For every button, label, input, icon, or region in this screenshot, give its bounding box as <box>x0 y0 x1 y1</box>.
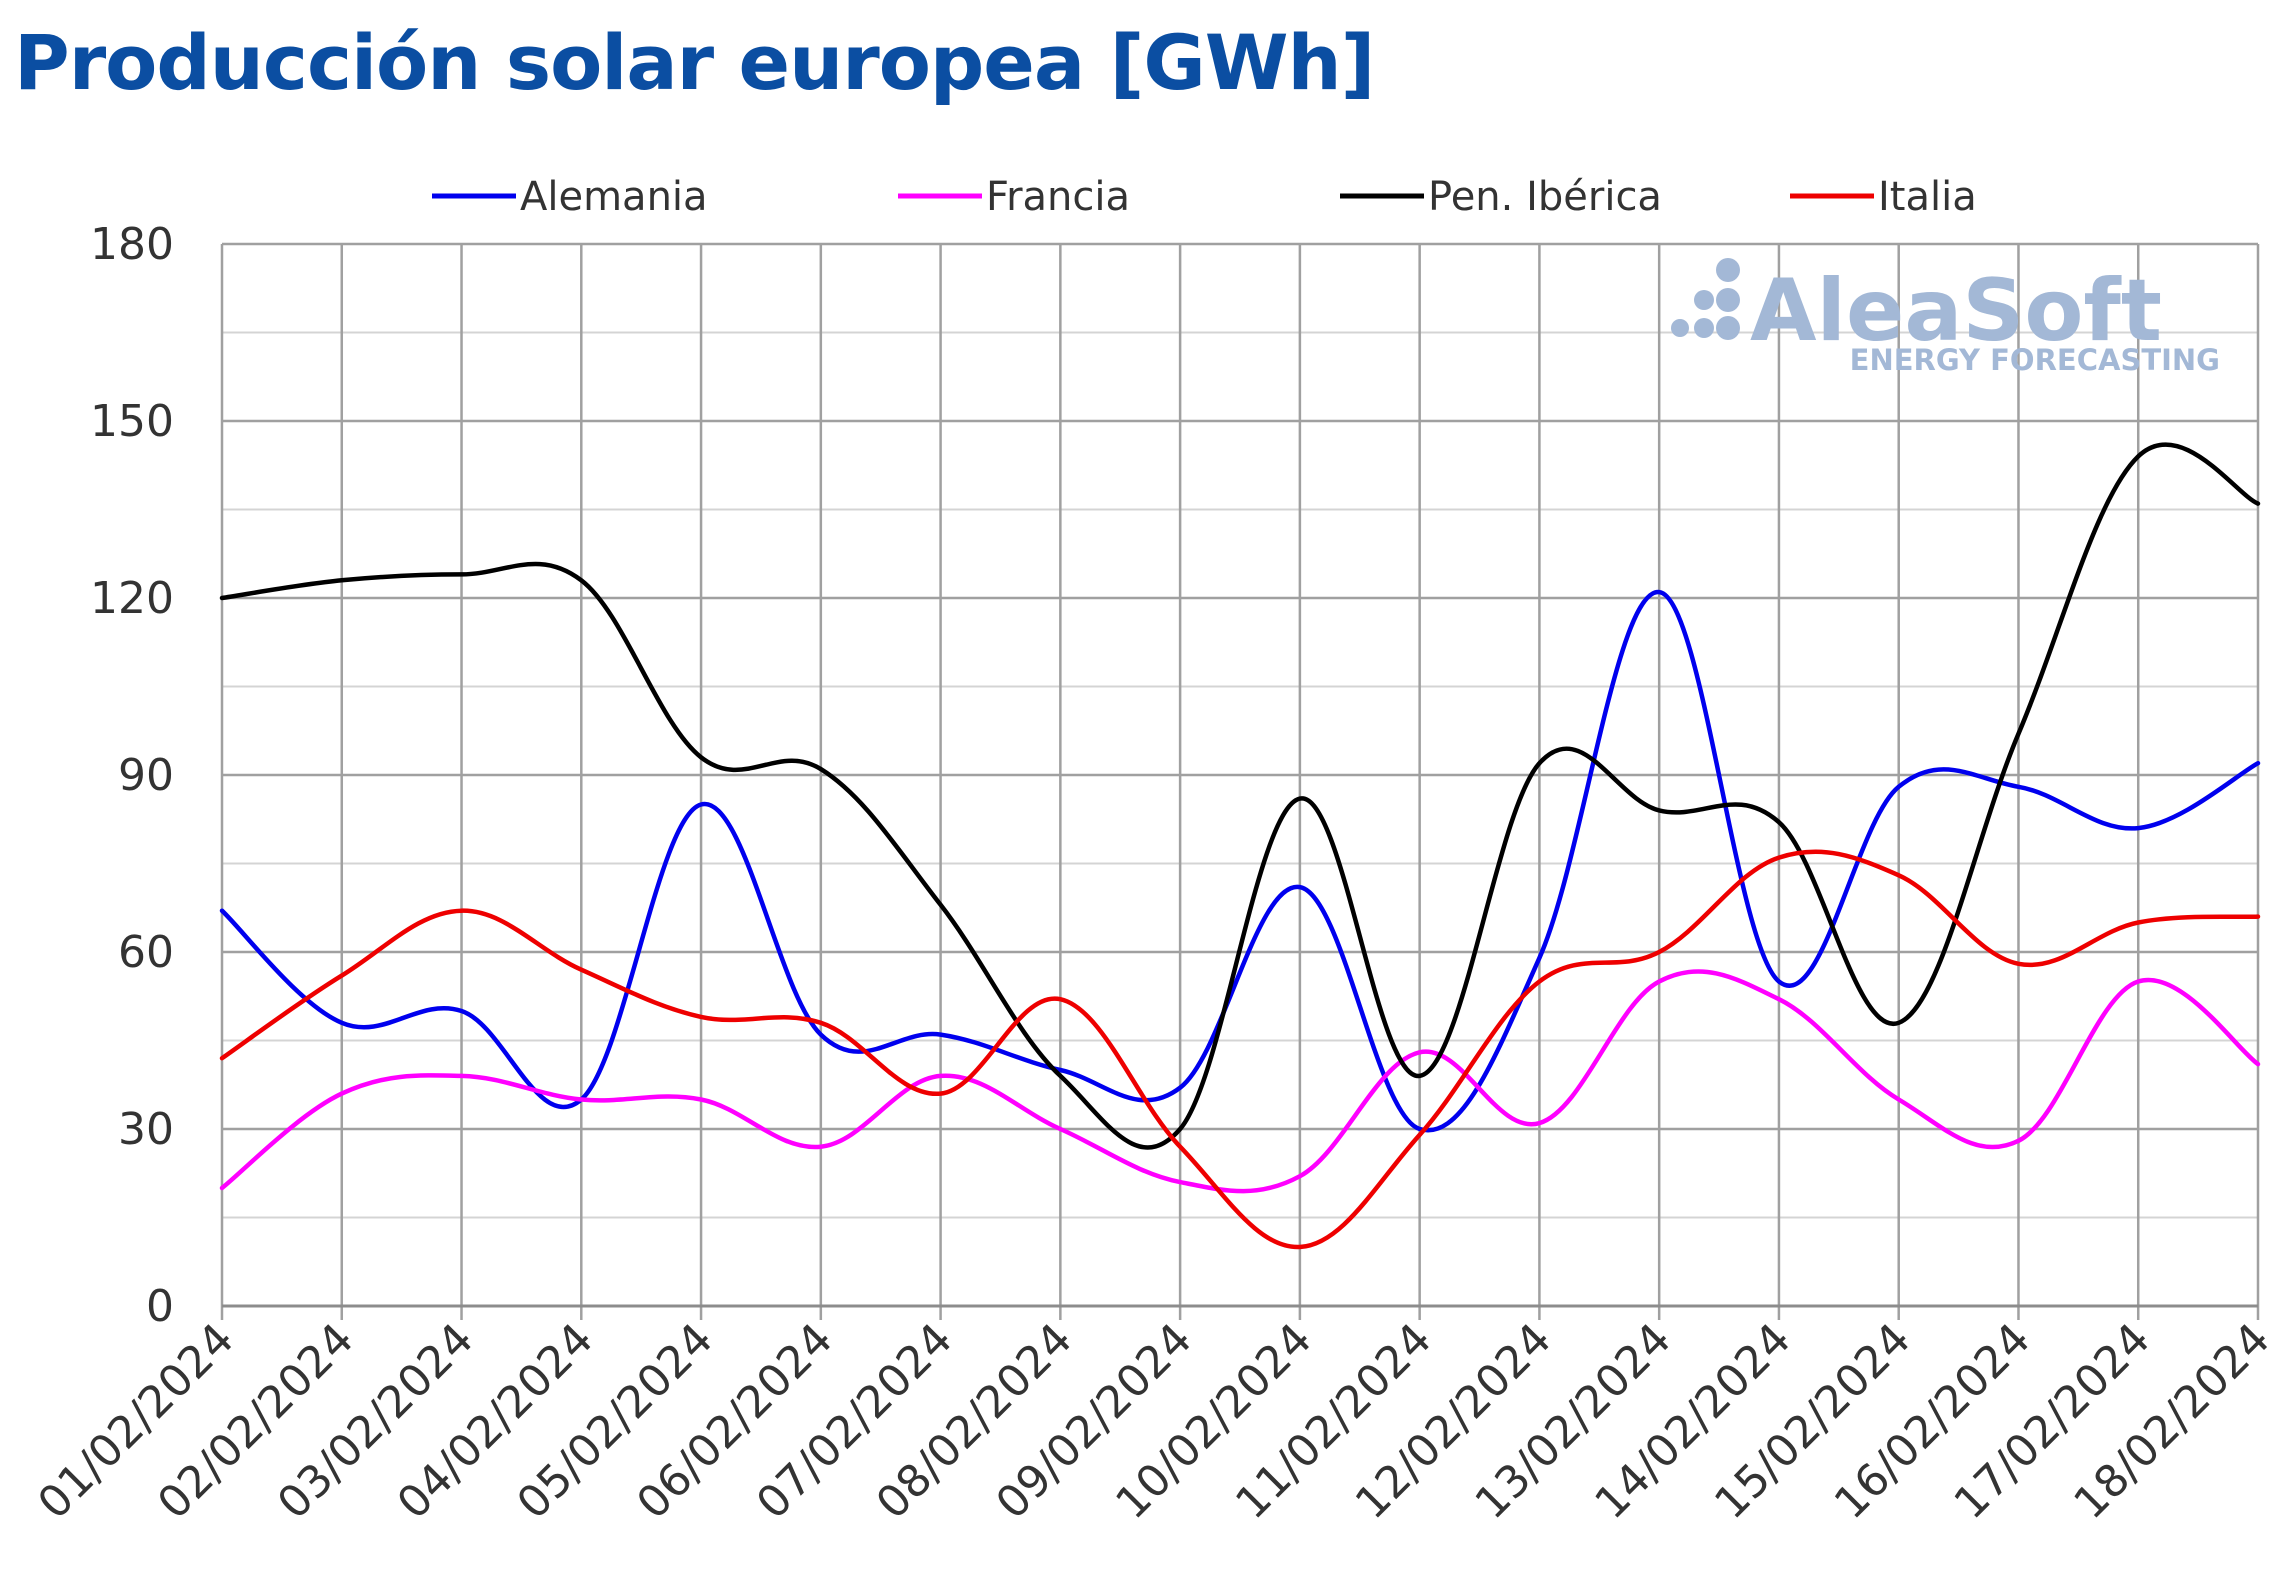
y-axis-tick-labels: 0 30 60 90 120 150 180 <box>90 219 174 1332</box>
legend-label: Italia <box>1878 174 1977 220</box>
logo-dot <box>1671 319 1689 337</box>
chart-title: Producción solar europea [GWh] <box>14 18 1375 107</box>
series-lines <box>219 442 2261 1250</box>
legend-item: Alemania <box>432 174 708 220</box>
legend-label: Francia <box>986 174 1130 220</box>
series-line-pen-ib-rica <box>219 442 2261 1150</box>
legend-label: Alemania <box>520 174 708 220</box>
series-line-alemania <box>219 589 2261 1133</box>
legend-item: Pen. Ibérica <box>1340 174 1662 220</box>
y-tick-label: 30 <box>118 1104 174 1155</box>
vertical-gridlines <box>220 244 2260 1320</box>
major-gridlines <box>222 242 2258 1131</box>
y-tick-label: 120 <box>90 573 174 624</box>
logo-dot <box>1716 258 1740 282</box>
y-tick-label: 180 <box>90 219 174 270</box>
legend-item: Italia <box>1790 174 1977 220</box>
legend-item: Francia <box>898 174 1130 220</box>
y-tick-label: 90 <box>118 750 174 801</box>
watermark-tagline: ENERGY FORECASTING <box>1850 343 2220 377</box>
logo-dot <box>1694 318 1714 338</box>
logo-dot <box>1716 316 1740 340</box>
aleasoft-watermark: AleaSoft ENERGY FORECASTING <box>1671 258 2220 377</box>
minor-gridlines <box>222 331 2258 1219</box>
logo-dot <box>1716 288 1740 312</box>
logo-dot <box>1694 290 1714 310</box>
y-tick-label: 0 <box>146 1281 174 1332</box>
series-line-francia <box>219 969 2261 1194</box>
legend: Alemania Francia Pen. Ibérica Italia <box>432 174 1977 220</box>
x-axis-tick-labels: 01/02/202402/02/202403/02/202404/02/2024… <box>28 1314 2279 1529</box>
aleasoft-logo-icon <box>1671 258 1740 340</box>
watermark-brand: AleaSoft <box>1750 261 2162 361</box>
y-tick-label: 150 <box>90 396 174 447</box>
series-line-italia <box>219 849 2261 1250</box>
legend-label: Pen. Ibérica <box>1428 174 1662 220</box>
y-tick-label: 60 <box>118 927 174 978</box>
